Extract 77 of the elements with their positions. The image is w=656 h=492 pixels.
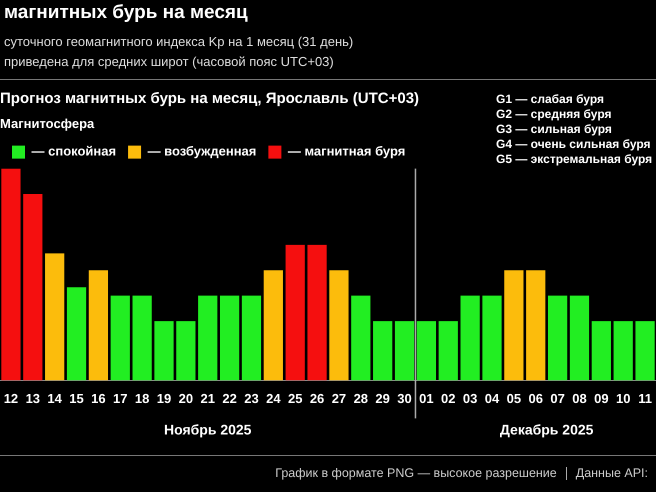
x-tick-label: 11 bbox=[638, 390, 652, 406]
chart-title: Прогноз магнитных бурь на месяц, Ярославль (UTC+03) bbox=[0, 90, 420, 108]
text: суточного геомагнитного индекса Kp на 1 месяц (31 день) bbox=[4, 34, 354, 49]
x-tick-label: 17 bbox=[113, 390, 128, 406]
bar bbox=[132, 296, 152, 380]
text: Ноябрь 2025 bbox=[164, 421, 252, 438]
bar bbox=[66, 287, 86, 380]
bar bbox=[110, 296, 130, 380]
x-tick-label: 24 bbox=[266, 390, 282, 406]
bar bbox=[635, 321, 655, 380]
bar bbox=[286, 244, 305, 380]
bar bbox=[460, 296, 480, 380]
text: G5 — экстремальная буря bbox=[496, 152, 652, 167]
bar bbox=[570, 296, 590, 380]
x-tick-label: 13 bbox=[26, 390, 40, 406]
bar bbox=[438, 321, 458, 380]
bar bbox=[264, 270, 283, 380]
bar bbox=[526, 270, 546, 380]
x-tick-label: 19 bbox=[156, 390, 172, 406]
x-tick-label: 25 bbox=[288, 390, 302, 406]
x-tick-label: 06 bbox=[528, 390, 543, 406]
x-tick-label: 09 bbox=[594, 390, 609, 406]
bar bbox=[482, 296, 502, 380]
x-tick-label: 26 bbox=[310, 390, 324, 406]
text: G2 — средняя буря bbox=[496, 107, 612, 122]
x-tick-label: 04 bbox=[484, 390, 500, 406]
text: G1 — слабая буря bbox=[496, 92, 606, 107]
x-tick-label: 14 bbox=[47, 390, 63, 406]
x-tick-label: 22 bbox=[222, 390, 237, 406]
x-tick-label: 05 bbox=[506, 390, 522, 406]
bar bbox=[198, 296, 218, 380]
x-tick-label: 27 bbox=[332, 390, 346, 406]
x-tick-label: 12 bbox=[4, 390, 18, 406]
legend-title: Магнитосфера bbox=[0, 116, 96, 132]
bar bbox=[88, 270, 108, 380]
x-tick-label: 23 bbox=[244, 390, 259, 406]
x-tick-label: 10 bbox=[616, 390, 630, 406]
bar bbox=[548, 296, 568, 380]
x-tick-label: 03 bbox=[462, 390, 478, 406]
x-tick-label: 02 bbox=[441, 390, 456, 406]
bar bbox=[1, 168, 21, 380]
bar bbox=[592, 321, 611, 380]
x-tick-label: 18 bbox=[134, 390, 150, 406]
bar bbox=[45, 253, 64, 380]
text: Данные API: bbox=[576, 466, 648, 480]
bar bbox=[504, 270, 524, 380]
bar bbox=[176, 321, 196, 380]
bar bbox=[154, 321, 174, 380]
bar bbox=[614, 321, 633, 380]
x-tick-label: 21 bbox=[200, 390, 215, 406]
text: G4 — очень сильная буря bbox=[496, 137, 652, 152]
bar bbox=[220, 296, 240, 380]
bar bbox=[351, 296, 370, 380]
x-tick-label: 16 bbox=[91, 390, 106, 406]
x-tick-label: 28 bbox=[354, 390, 368, 406]
x-tick-label: 01 bbox=[419, 390, 434, 406]
text: Декабрь 2025 bbox=[500, 421, 594, 438]
text: G3 — сильная буря bbox=[496, 122, 613, 137]
x-tick-label: 08 bbox=[572, 390, 587, 406]
x-tick-label: 30 bbox=[397, 390, 412, 406]
text: График в формате PNG — высокое разрешение bbox=[275, 466, 557, 480]
legend-label: — возбужденная bbox=[148, 144, 256, 159]
bar bbox=[23, 194, 42, 380]
text: приведена для средних широт (часовой пояс UTC+03) bbox=[4, 54, 334, 69]
bar bbox=[394, 321, 414, 380]
legend-label: — спокойная bbox=[32, 144, 116, 159]
bar bbox=[307, 244, 327, 380]
x-tick-label: 07 bbox=[550, 390, 565, 406]
legend-label: — магнитная буря bbox=[288, 144, 406, 159]
bar bbox=[416, 321, 436, 380]
x-tick-label: 29 bbox=[375, 390, 390, 406]
bar bbox=[329, 270, 349, 380]
x-tick-label: 20 bbox=[178, 390, 194, 406]
x-tick-label: 15 bbox=[69, 390, 84, 406]
text: магнитных бурь на месяц bbox=[4, 2, 248, 24]
bar bbox=[373, 321, 392, 380]
bar bbox=[242, 296, 262, 380]
